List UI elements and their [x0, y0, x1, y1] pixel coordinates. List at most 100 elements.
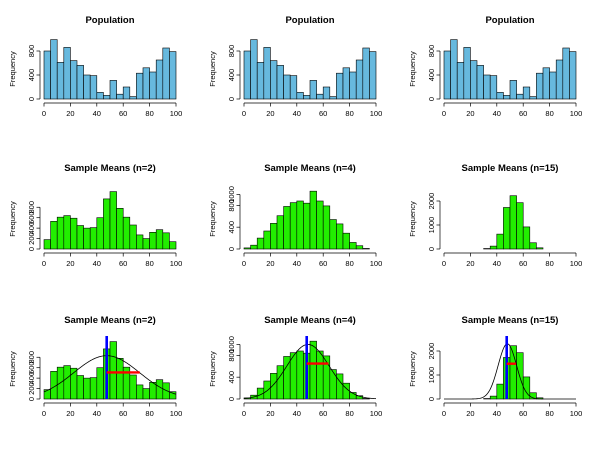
histogram-bar [489, 75, 498, 100]
y-tick-label: 400 [427, 69, 436, 82]
histogram-bar [149, 232, 157, 250]
x-tick-label: 40 [93, 409, 101, 418]
histogram-bar [456, 62, 465, 100]
y-tick-label: 2000 [427, 193, 436, 210]
x-tick-label: 20 [466, 109, 474, 118]
x-tick-label: 40 [293, 409, 301, 418]
histogram-bar [276, 65, 284, 100]
histogram-bar [116, 93, 124, 100]
histogram-bar [516, 202, 524, 250]
x-tick-label: 0 [242, 259, 246, 268]
y-tick-label: 0 [227, 397, 236, 401]
histogram-bar [522, 86, 531, 100]
normal-curve [43, 355, 177, 395]
histogram-bar [155, 59, 164, 100]
y-tick-label: 200 [27, 382, 36, 395]
histogram-bar [129, 96, 137, 100]
histogram-bar [309, 190, 317, 250]
histogram-bar [522, 376, 531, 400]
histogram-bar [296, 92, 304, 100]
histogram-bar [243, 247, 251, 250]
y-tick-label: 400 [27, 372, 36, 385]
histogram-bar [109, 191, 117, 250]
histogram-bar [56, 216, 65, 250]
histogram-bar [296, 200, 304, 250]
panel-title: Sample Means (n=4) [264, 315, 356, 326]
y-tick-label: 2000 [427, 343, 436, 360]
histogram-bar [63, 365, 71, 400]
x-tick-label: 40 [293, 109, 301, 118]
histogram-bar [250, 39, 258, 100]
x-tick-label: 0 [442, 409, 446, 418]
x-tick-label: 40 [93, 109, 101, 118]
y-axis-label: Frequency [208, 201, 217, 237]
y-tick-label: 800 [27, 45, 36, 58]
y-tick-label: 800 [427, 45, 436, 58]
x-tick-label: 20 [466, 259, 474, 268]
histogram-bar [89, 227, 98, 250]
x-tick-label: 0 [42, 109, 46, 118]
panel-9: Sample Means (n=15)0 20 40 60 80 100010002000… [408, 315, 582, 418]
y-axis-label: Frequency [408, 201, 417, 237]
y-tick-label: 800 [227, 199, 236, 212]
histogram-bar [463, 47, 471, 100]
histogram-bar [283, 74, 291, 100]
x-tick-label: 60 [519, 409, 527, 418]
x-tick-label: 20 [266, 259, 274, 268]
histogram-bar [70, 60, 78, 100]
x-tick-label: 100 [370, 259, 383, 268]
y-tick-label: 0 [427, 247, 436, 251]
x-tick-label: 0 [242, 409, 246, 418]
panel-3: Population 0 20 40 60 80 100 0 400 800 Frequency [408, 15, 582, 118]
histogram-bar [516, 93, 524, 100]
histogram-bar [450, 39, 458, 100]
x-tick-label: 100 [370, 109, 383, 118]
histogram-bar [96, 217, 104, 250]
y-tick-label: 0 [27, 97, 36, 101]
histogram-bar [509, 195, 517, 250]
x-tick-label: 80 [545, 409, 553, 418]
histogram-bar [76, 375, 84, 400]
histogram-bar [569, 51, 577, 100]
panel-title: Population [285, 15, 334, 26]
histogram-bar [322, 86, 331, 100]
y-tick-label: 600 [27, 361, 36, 374]
histogram-bar [329, 96, 337, 100]
panel-title: Sample Means (n=15) [462, 315, 559, 326]
x-tick-label: 20 [466, 409, 474, 418]
x-tick-label: 100 [170, 109, 183, 118]
histogram-bar [369, 51, 377, 100]
histogram-bar [43, 239, 51, 250]
histogram-bar [329, 369, 337, 400]
x-tick-label: 20 [66, 109, 74, 118]
histogram-bar [496, 92, 504, 100]
histogram-bar [536, 247, 544, 250]
x-tick-label: 40 [293, 259, 301, 268]
histogram-bar [470, 60, 478, 100]
histogram-bar [142, 238, 150, 250]
histogram-bar [263, 380, 271, 400]
histogram-bar [342, 382, 350, 400]
histogram-bar [503, 95, 511, 100]
histogram-bar [483, 74, 491, 100]
histogram-bar [355, 245, 364, 250]
x-tick-label: 20 [66, 259, 74, 268]
histogram-bar [362, 248, 370, 250]
histogram-bar [256, 62, 265, 100]
histogram-bar [296, 350, 304, 400]
panel-7: Sample Means (n=2) 0 20 40 60 80 100 0 200400600… [8, 315, 182, 418]
x-tick-label: 0 [242, 109, 246, 118]
histogram-bar [276, 215, 284, 250]
histogram-bar [555, 59, 564, 100]
histogram-bar [89, 75, 98, 100]
histogram-bar [89, 377, 98, 400]
histogram-bar [362, 47, 370, 100]
histogram-bar [362, 398, 370, 400]
y-tick-label: 1000 [427, 217, 436, 234]
histogram-bar [522, 226, 531, 250]
histogram-bar [243, 50, 251, 100]
histogram-bar [476, 65, 484, 100]
histogram-bar [549, 71, 557, 100]
histogram-bar [149, 71, 157, 100]
